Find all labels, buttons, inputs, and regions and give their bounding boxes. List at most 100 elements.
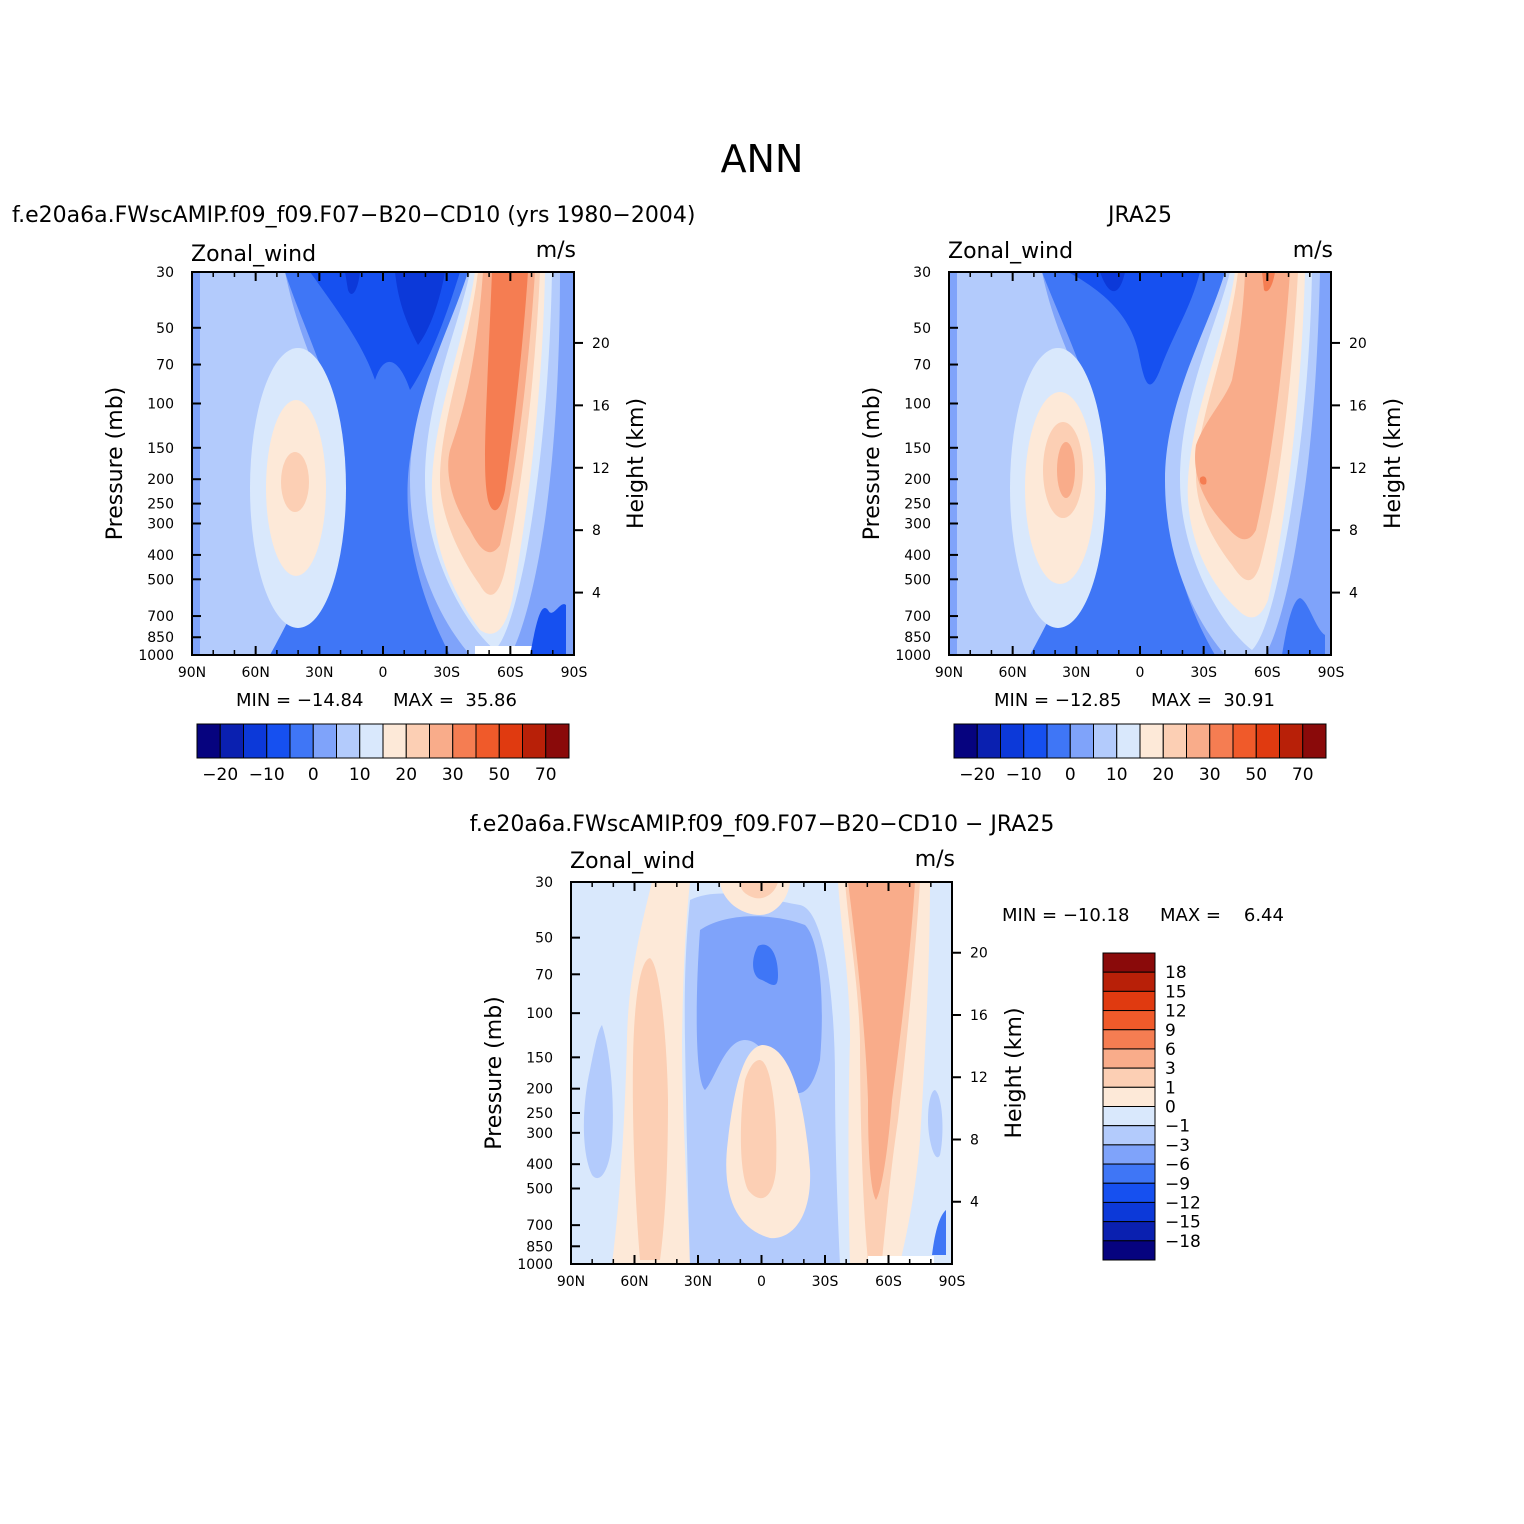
colorbar-box (219, 723, 244, 759)
colorbar-box (289, 723, 314, 759)
y-tick-label: 250 (147, 497, 174, 513)
colorbar-box (976, 723, 1001, 759)
sh-highlat-dark-patch (1282, 598, 1325, 655)
y-tick-label: 70 (535, 967, 553, 983)
x-tick-label: 90S (1318, 665, 1345, 681)
colorbar-box (1255, 723, 1280, 759)
colorbar-box (243, 723, 268, 759)
y-tick-label: 50 (913, 321, 931, 337)
colorbar-box (452, 723, 477, 759)
colorbar-label: 0 (1165, 1098, 1176, 1118)
colorbar-box (1102, 971, 1156, 992)
colorbar-label: −3 (1165, 1136, 1190, 1156)
x-tick-label: 60S (875, 1274, 902, 1290)
y-tick-label: 250 (904, 497, 931, 513)
y-tick-label: 1000 (138, 648, 174, 664)
y-tick-label: 500 (147, 572, 174, 588)
y2-tick-label: 20 (970, 946, 988, 962)
x-tick-label: 60N (620, 1274, 648, 1290)
missing-data-patch (475, 646, 565, 655)
x-tick-label: 0 (379, 665, 388, 681)
x-tick-label: 90N (557, 1274, 585, 1290)
colorbar-label: 1 (1165, 1078, 1176, 1098)
colorbar-box (1102, 1144, 1156, 1165)
colorbar-box (1102, 1048, 1156, 1069)
colorbar-box (1232, 723, 1257, 759)
colorbar-box (1139, 723, 1164, 759)
max-label: MAX = 30.91 (1151, 690, 1275, 711)
colorbar-box (1102, 1163, 1156, 1184)
contour-band-deep-core (345, 272, 445, 345)
colorbar-label: 12 (1165, 1002, 1187, 1022)
sh-highlat-negative (928, 1090, 943, 1158)
colorbar-box (522, 723, 547, 759)
y2-tick-label: 4 (1349, 586, 1358, 602)
y-tick-label: 150 (526, 1050, 553, 1066)
colorbar-label: 6 (1165, 1040, 1176, 1060)
colorbar-label: −10 (249, 765, 285, 785)
min-label: MIN = −14.84 (236, 690, 363, 711)
colorbar-label: 9 (1165, 1021, 1176, 1041)
y-tick-label: 100 (526, 1006, 553, 1022)
colorbar-label: 10 (1106, 765, 1128, 785)
colorbar-label: 15 (1165, 982, 1187, 1002)
y-tick-label: 100 (904, 397, 931, 413)
diff-title: f.e20a6a.FWscAMIP.f09_f09.F07−B20−CD10 −… (470, 812, 1055, 837)
y2-tick-label: 12 (1349, 461, 1367, 477)
x-tick-label: 60S (497, 665, 524, 681)
y-tick-label: 700 (526, 1218, 553, 1234)
colorbar-box (1102, 1029, 1156, 1050)
x-tick-label: 60S (1254, 665, 1281, 681)
colorbar-box (336, 723, 361, 759)
nh-midlat-positive-inner (632, 958, 668, 1260)
y-tick-label: 300 (147, 516, 174, 532)
x-tick-label: 60N (242, 665, 270, 681)
upper-eq-positive-core (740, 882, 778, 899)
x-tick-label: 30N (305, 665, 333, 681)
diff-panel: f.e20a6a.FWscAMIP.f09_f09.F07−B20−CD10 −… (470, 812, 1284, 1290)
y-tick-label: 200 (526, 1082, 553, 1098)
colorbar-label: 0 (1065, 765, 1076, 785)
colorbar-box (1023, 723, 1048, 759)
colorbar-box (1102, 1010, 1156, 1031)
y-tick-label: 850 (147, 630, 174, 646)
colorbar-box (196, 723, 221, 759)
y-tick-label: 300 (526, 1126, 553, 1142)
model-title: f.e20a6a.FWscAMIP.f09_f09.F07−B20−CD10 (… (12, 203, 695, 228)
colorbar-box (498, 723, 523, 759)
contour-band-darkblue-core (1068, 272, 1200, 385)
x-tick-label: 90S (561, 665, 588, 681)
colorbar-label: 10 (349, 765, 371, 785)
max-label: MAX = 35.86 (393, 690, 517, 711)
x-tick-label: 30N (1062, 665, 1090, 681)
colorbar-box (545, 723, 570, 759)
y2-tick-label: 12 (970, 1070, 988, 1086)
colorbar-box (475, 723, 500, 759)
x-tick-label: 60N (999, 665, 1027, 681)
y-tick-label: 150 (904, 441, 931, 457)
colorbar-box (1102, 1240, 1156, 1261)
colorbar-box (1102, 1086, 1156, 1107)
colorbar-box (359, 723, 384, 759)
y-tick-label: 1000 (517, 1257, 553, 1273)
colorbar-box (1093, 723, 1118, 759)
variable-label: Zonal_wind (570, 849, 695, 874)
colorbar-label: −20 (202, 765, 238, 785)
y-axis-title: Pressure (mb) (103, 387, 128, 541)
main-title: ANN (721, 137, 804, 181)
colorbar-box (1000, 723, 1025, 759)
jet-sh-band-3 (1195, 272, 1290, 540)
colorbar-box (405, 723, 430, 759)
colorbar-label: 50 (488, 765, 510, 785)
y-tick-label: 850 (904, 630, 931, 646)
max-label: MAX = 6.44 (1160, 905, 1284, 926)
y-tick-label: 400 (904, 548, 931, 564)
y2-tick-label: 12 (592, 461, 610, 477)
colorbar-box (1209, 723, 1234, 759)
colorbar-label: 30 (1199, 765, 1221, 785)
colorbar-box (1186, 723, 1211, 759)
y-tick-label: 500 (526, 1181, 553, 1197)
colorbar-label: −12 (1165, 1193, 1201, 1213)
y2-axis-title: Height (km) (1381, 398, 1406, 529)
colorbar-box (1069, 723, 1094, 759)
